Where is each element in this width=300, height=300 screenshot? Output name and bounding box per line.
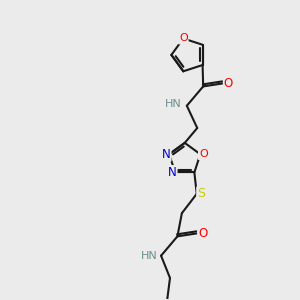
- Text: O: O: [179, 34, 188, 44]
- Text: N: N: [168, 166, 176, 179]
- Text: N: N: [162, 148, 171, 161]
- Text: O: O: [224, 77, 233, 90]
- Text: HN: HN: [165, 99, 182, 109]
- Text: HN: HN: [141, 251, 158, 261]
- Text: O: O: [199, 149, 208, 159]
- Text: O: O: [198, 227, 207, 240]
- Text: S: S: [197, 188, 205, 200]
